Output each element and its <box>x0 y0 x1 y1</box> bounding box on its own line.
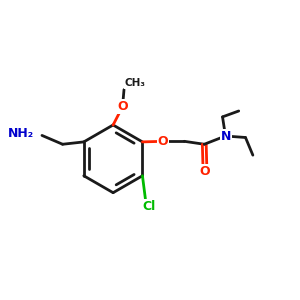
Text: CH₃: CH₃ <box>124 78 146 88</box>
Text: O: O <box>200 165 210 178</box>
Text: NH₂: NH₂ <box>8 127 34 140</box>
Text: O: O <box>158 135 168 148</box>
Text: Cl: Cl <box>142 200 155 213</box>
Text: N: N <box>220 130 231 142</box>
Text: O: O <box>118 100 128 112</box>
